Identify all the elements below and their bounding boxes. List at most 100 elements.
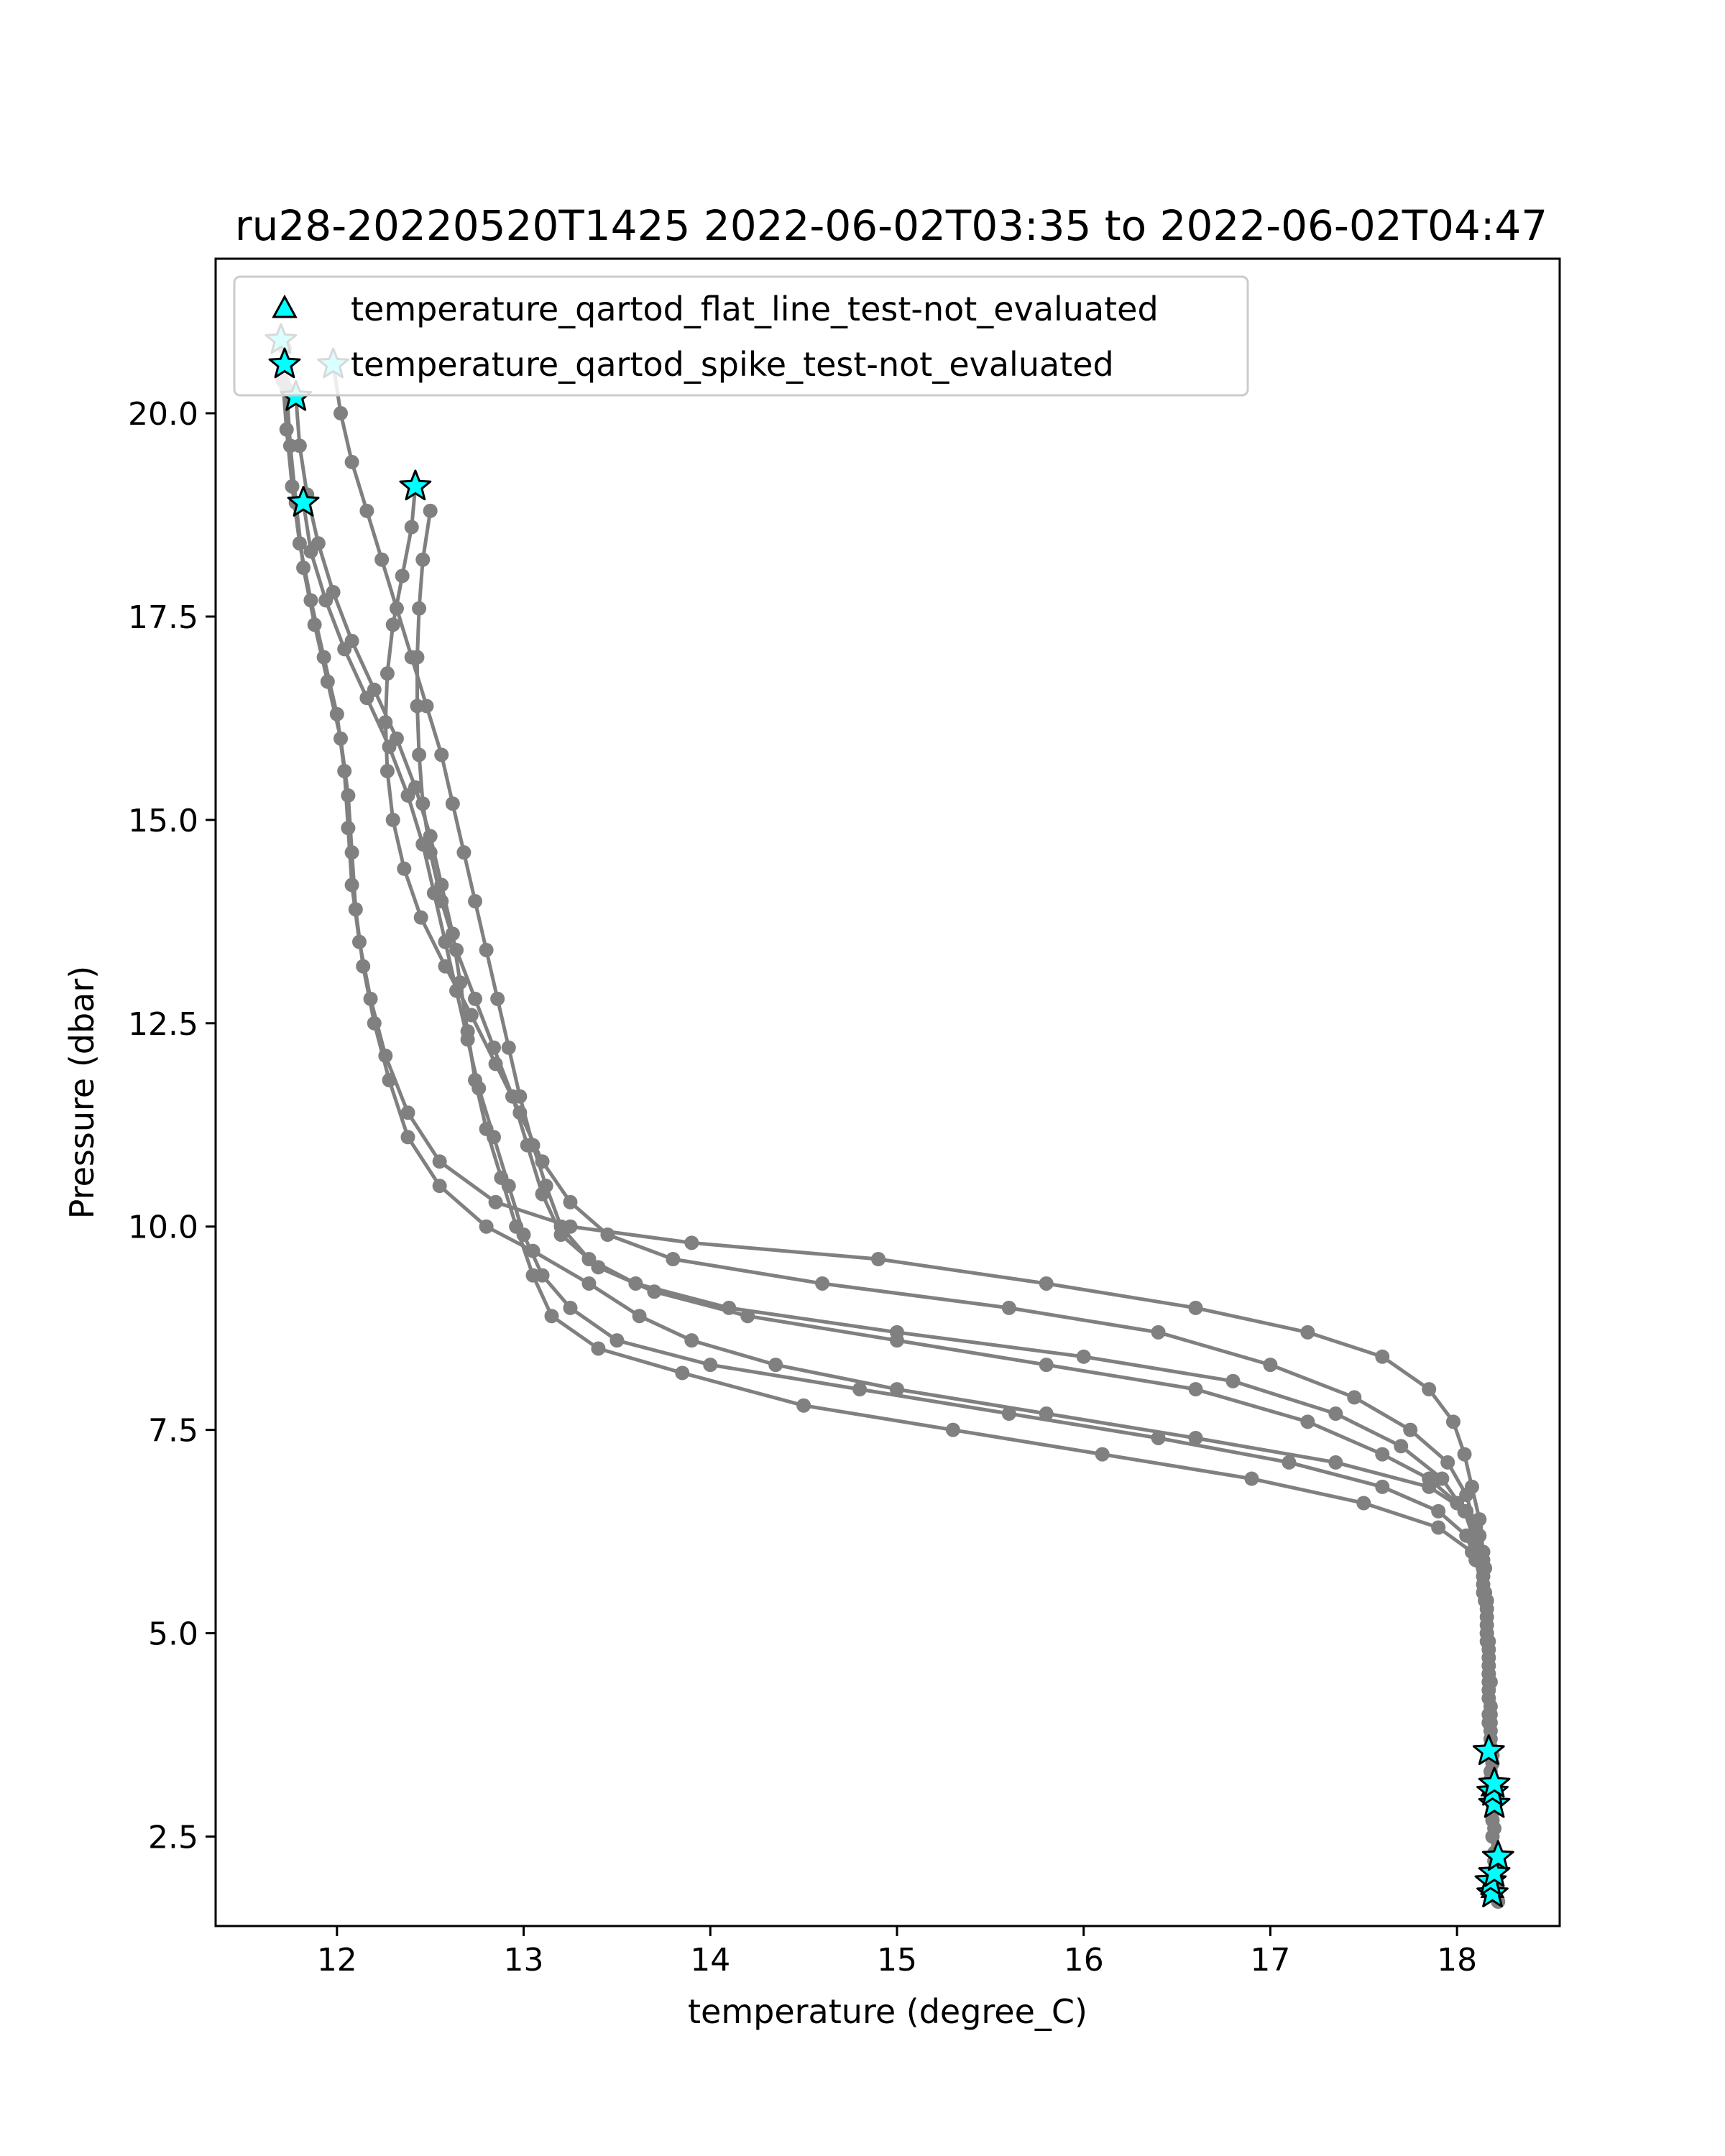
profile-point xyxy=(544,1309,559,1324)
profile-point xyxy=(412,601,427,616)
profile-point xyxy=(285,479,300,494)
profile-point xyxy=(341,821,356,836)
profile-point xyxy=(380,666,395,681)
profile-point xyxy=(292,438,307,453)
profile-point xyxy=(1188,1382,1203,1397)
profile-line-4 xyxy=(331,364,1496,1861)
profile-point xyxy=(852,1382,868,1397)
profile-point xyxy=(1095,1447,1110,1462)
spike-flag-marker xyxy=(287,486,320,517)
profile-point xyxy=(1375,1479,1390,1494)
profile-point xyxy=(410,650,425,665)
profile-point xyxy=(389,601,404,616)
profile-point xyxy=(647,1284,662,1299)
y-tick-label: 2.5 xyxy=(148,1820,198,1856)
profile-point xyxy=(408,780,423,795)
profile-point xyxy=(1468,1520,1484,1535)
profile-point xyxy=(334,406,349,421)
profile-point xyxy=(703,1358,718,1373)
profile-point xyxy=(413,910,428,925)
profile-point xyxy=(1151,1430,1166,1445)
profile-point xyxy=(415,796,431,811)
x-tick-label: 16 xyxy=(1064,1942,1104,1978)
profile-point xyxy=(367,682,382,697)
profile-point xyxy=(591,1260,606,1275)
profile-point xyxy=(1039,1276,1054,1291)
profile-point xyxy=(397,861,412,876)
profile-point xyxy=(684,1235,699,1250)
profile-point xyxy=(404,520,419,535)
y-tick-label: 17.5 xyxy=(128,599,198,636)
profile-point xyxy=(553,1227,569,1243)
profile-point xyxy=(1403,1422,1418,1437)
profile-point xyxy=(479,1219,494,1234)
x-tick-label: 13 xyxy=(504,1942,544,1978)
profile-point xyxy=(400,1105,415,1120)
profile-point xyxy=(488,1194,503,1210)
profile-point xyxy=(434,894,449,909)
profile-point xyxy=(1450,1496,1465,1511)
legend-triangle-marker xyxy=(272,294,298,318)
profile-point xyxy=(1076,1349,1091,1364)
profile-point xyxy=(389,731,404,746)
profile-point xyxy=(1282,1455,1297,1470)
spike-flag-marker xyxy=(1478,1766,1511,1798)
profile-point xyxy=(1001,1406,1016,1422)
profile-point xyxy=(303,593,318,608)
profile-point xyxy=(326,585,341,599)
profile-point xyxy=(412,747,427,763)
profile-point xyxy=(1476,1552,1491,1567)
x-tick-label: 14 xyxy=(690,1942,730,1978)
profile-point xyxy=(310,536,326,551)
y-axis-label: Pressure (dbar) xyxy=(63,966,101,1219)
profile-point xyxy=(351,934,367,949)
spike-flag-marker xyxy=(1481,1840,1514,1871)
profile-point xyxy=(341,788,356,803)
legend-label: temperature_qartod_flat_line_test-not_ev… xyxy=(351,290,1159,328)
profile-point xyxy=(395,568,410,584)
profile-point xyxy=(525,1268,540,1283)
legend-label: temperature_qartod_spike_test-not_evalua… xyxy=(351,345,1114,384)
profile-point xyxy=(1487,1821,1502,1836)
profile-point xyxy=(456,845,472,860)
profile-point xyxy=(363,991,378,1006)
spike-flag-marker xyxy=(1476,1876,1509,1907)
profile-point xyxy=(1039,1406,1054,1422)
profile-point xyxy=(520,1138,535,1153)
profile-point xyxy=(1394,1439,1409,1454)
x-tick-label: 17 xyxy=(1250,1942,1290,1978)
y-tick-label: 5.0 xyxy=(148,1616,198,1653)
profile-point xyxy=(889,1333,904,1348)
profile-point xyxy=(889,1382,904,1397)
profile-point xyxy=(1151,1325,1166,1340)
profile-point xyxy=(410,699,425,714)
profile-point xyxy=(479,1121,494,1136)
profile-point xyxy=(279,422,294,437)
profile-point xyxy=(1375,1349,1390,1364)
profile-point xyxy=(479,942,494,957)
profile-point xyxy=(423,503,438,518)
profile-point xyxy=(1263,1358,1278,1373)
profile-point xyxy=(535,1187,550,1202)
spike-flag-marker xyxy=(1478,1787,1511,1818)
y-tick-label: 10.0 xyxy=(128,1210,198,1246)
plot-area xyxy=(214,257,1561,1927)
profile-point xyxy=(468,894,483,909)
profile-point xyxy=(453,975,468,990)
profile-point xyxy=(796,1398,811,1413)
profile-point xyxy=(740,1309,755,1324)
profile-point xyxy=(1459,1488,1474,1503)
profile-point xyxy=(380,763,395,778)
chart-title: ru28-20220520T1425 2022-06-02T03:35 to 2… xyxy=(235,201,1547,250)
x-axis-label: temperature (degree_C) xyxy=(688,1992,1087,2031)
profile-point xyxy=(316,650,331,665)
spike-flag-marker xyxy=(1472,1734,1505,1765)
profile-point xyxy=(329,706,344,722)
profile-point xyxy=(1225,1373,1241,1388)
profile-point xyxy=(600,1227,615,1243)
profile-point xyxy=(494,1170,509,1185)
profile-line-6 xyxy=(294,397,1496,1829)
profile-point xyxy=(468,991,483,1006)
profile-point xyxy=(1039,1358,1054,1373)
profile-point xyxy=(815,1276,830,1291)
